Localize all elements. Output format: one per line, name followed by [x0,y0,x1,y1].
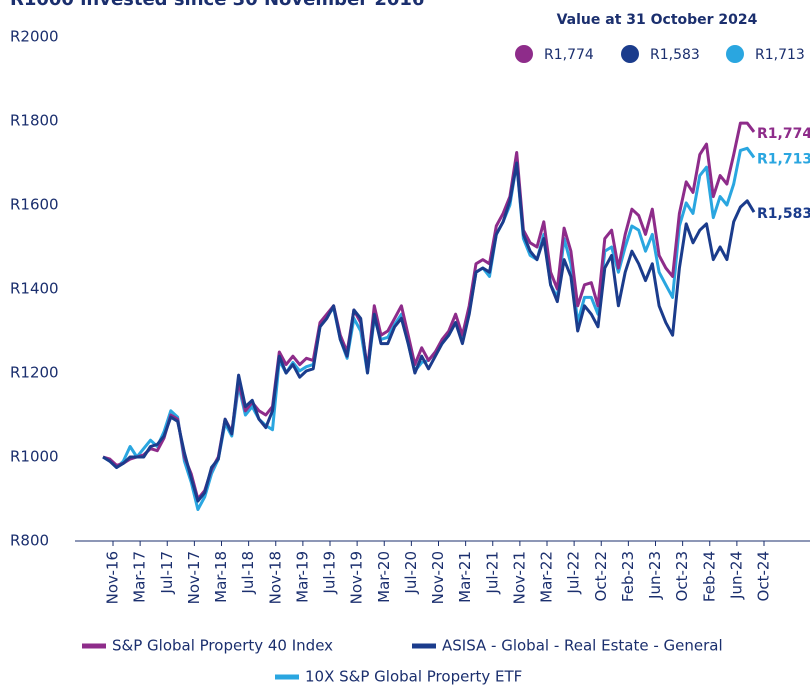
x-tick-label: Mar-18 [212,551,230,603]
x-tick-label: Feb-24 [700,551,718,602]
y-tick-label: R800 [10,532,49,550]
x-tick-label: Feb-23 [619,551,637,602]
x-tick-label: Nov-17 [185,551,203,604]
y-tick-label: R1400 [10,280,59,298]
x-tick-label: Oct-22 [592,551,610,601]
x-tick-label: Nov-19 [348,551,366,604]
x-tick-label: Jul-21 [483,551,501,595]
x-tick-label: Jun-24 [727,551,745,600]
x-tick-label: Nov-20 [429,551,447,604]
x-tick-label: Jul-17 [158,551,176,595]
x-tick-label: Mar-20 [375,551,393,603]
series-line [102,146,756,511]
series-line [102,161,756,503]
y-tick-label: R1800 [10,112,59,130]
y-tick-label: R2000 [10,28,59,46]
y-tick-label: R1200 [10,364,59,382]
legend-value: R1,583 [650,47,700,63]
y-tick-label: R1600 [10,196,59,214]
x-tick-label: Mar-21 [456,551,474,603]
legend-value: R1,774 [544,47,594,63]
x-tick-label: Jul-19 [321,551,339,595]
end-label: R1,713 [757,152,810,168]
legend-dot [515,45,533,63]
x-tick-label: Mar-17 [131,551,149,603]
x-tick-label: Jul-20 [402,551,420,595]
legend-dot [621,45,639,63]
x-tick-label: Jul-22 [565,551,583,595]
x-tick-label: Mar-22 [538,551,556,603]
x-tick-label: Jul-18 [239,551,257,595]
legend-value: R1,713 [755,47,805,63]
x-tick-label: Mar-19 [293,551,311,603]
x-tick-label: Nov-18 [266,551,284,604]
x-tick-label: Nov-16 [104,551,122,604]
legend-label: S&P Global Property 40 Index [112,637,333,655]
chart-title: R1000 invested since 30 November 2016 [10,0,424,10]
end-label: R1,583 [757,206,810,222]
legend-label: 10X S&P Global Property ETF [305,668,522,686]
legend-title: Value at 31 October 2024 [557,12,758,28]
x-tick-label: Oct-24 [755,551,773,601]
legend-dot [726,45,744,63]
y-tick-label: R1000 [10,448,59,466]
series-line [102,121,756,501]
legend-label: ASISA - Global - Real Estate - General [442,637,723,655]
x-tick-label: Jun-23 [646,551,664,600]
x-tick-label: Nov-21 [510,551,528,604]
x-tick-label: Oct-23 [673,551,691,601]
end-label: R1,774 [757,126,810,142]
